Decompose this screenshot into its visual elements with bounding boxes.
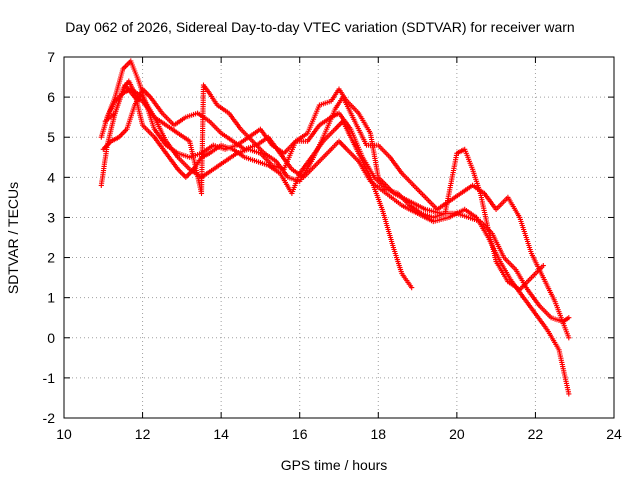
series-points [104, 86, 546, 293]
series-pass-4 [102, 82, 572, 341]
x-tick-label: 18 [370, 426, 386, 442]
y-tick-label: 2 [47, 250, 55, 266]
x-tick-label: 22 [528, 426, 544, 442]
y-tick-label: 5 [47, 129, 55, 145]
y-tick-label: 7 [47, 49, 55, 65]
y-tick-label: -1 [43, 370, 56, 386]
series-points [102, 82, 572, 341]
y-tick-label: 3 [47, 209, 55, 225]
x-tick-label: 12 [135, 426, 151, 442]
x-tick-label: 10 [56, 426, 72, 442]
y-axis-label: SDTVAR / TECUs [5, 182, 21, 294]
x-axis-label: GPS time / hours [281, 457, 388, 473]
chart-title: Day 062 of 2026, Sidereal Day-to-day VTE… [65, 19, 574, 35]
series-pass-5 [104, 86, 546, 293]
y-tick-label: -2 [43, 410, 56, 426]
data-series [98, 58, 572, 397]
x-tick-label: 16 [292, 426, 308, 442]
plot-frame [63, 56, 615, 419]
x-tick-label: 20 [449, 426, 465, 442]
y-tick-label: 1 [47, 290, 55, 306]
x-tick-label: 14 [213, 426, 229, 442]
y-tick-label: 4 [47, 169, 55, 185]
grid-lines [64, 57, 614, 418]
x-tick-label: 24 [606, 426, 622, 442]
y-tick-label: 0 [47, 330, 55, 346]
y-tick-label: 6 [47, 89, 55, 105]
